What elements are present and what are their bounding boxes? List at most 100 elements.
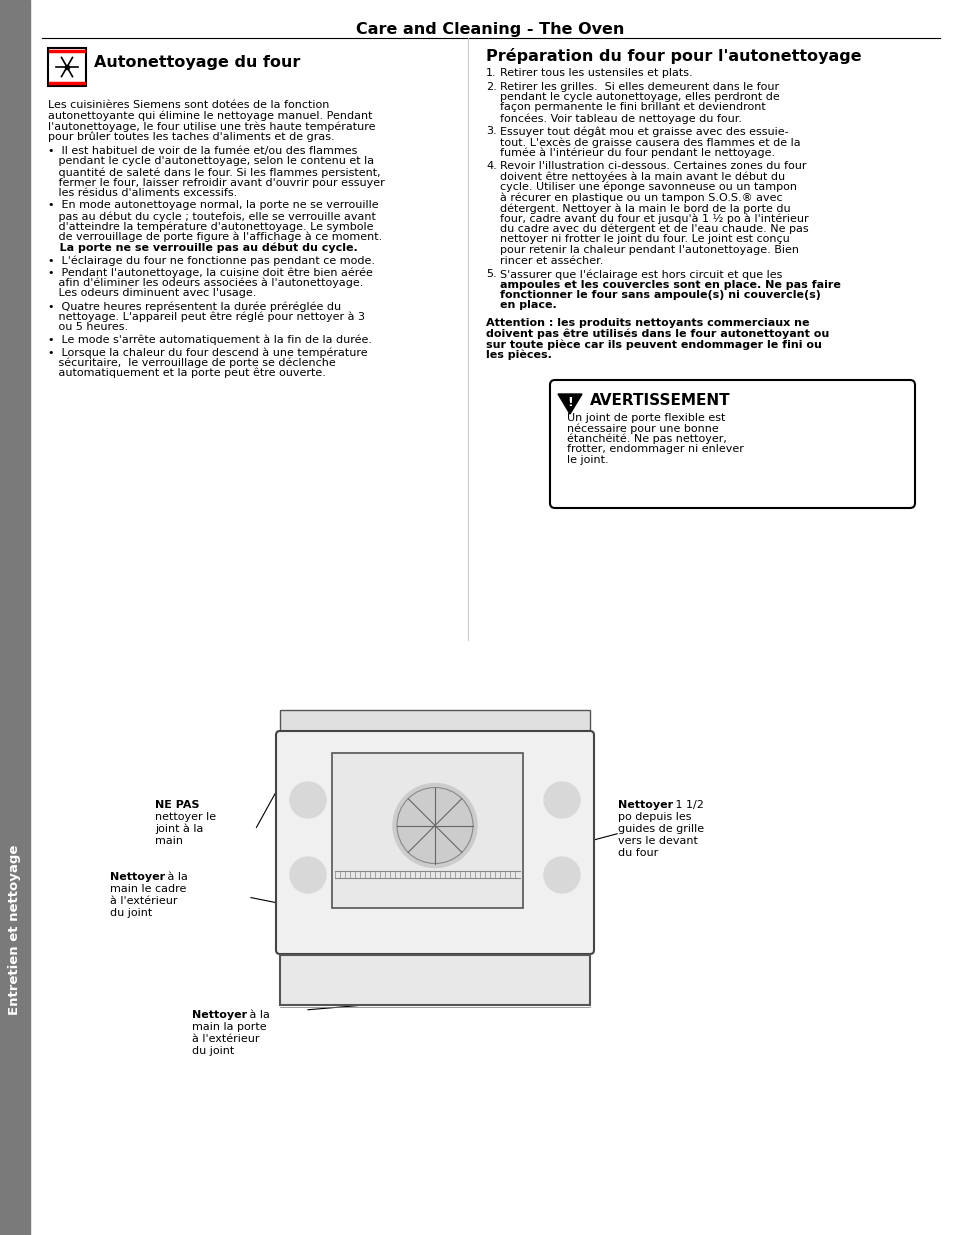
FancyBboxPatch shape bbox=[550, 380, 914, 508]
Text: AVERTISSEMENT: AVERTISSEMENT bbox=[589, 393, 730, 408]
Text: main la porte: main la porte bbox=[192, 1023, 266, 1032]
Text: pendant le cycle d'autonettoyage, selon le contenu et la: pendant le cycle d'autonettoyage, selon … bbox=[48, 157, 374, 167]
Text: 5.: 5. bbox=[485, 269, 497, 279]
Text: doivent être nettoyées à la main avant le début du: doivent être nettoyées à la main avant l… bbox=[499, 172, 784, 182]
Text: Attention : les produits nettoyants commerciaux ne: Attention : les produits nettoyants comm… bbox=[485, 317, 809, 329]
Text: Care and Cleaning - The Oven: Care and Cleaning - The Oven bbox=[355, 22, 623, 37]
Text: Nettoyer: Nettoyer bbox=[618, 800, 673, 810]
Circle shape bbox=[393, 783, 476, 867]
Text: façon permanente le fini brillant et deviendront: façon permanente le fini brillant et dev… bbox=[499, 103, 765, 112]
Text: du cadre avec du détergent et de l'eau chaude. Ne pas: du cadre avec du détergent et de l'eau c… bbox=[499, 224, 808, 235]
Text: doivent pas être utilisés dans le four autonettoyant ou: doivent pas être utilisés dans le four a… bbox=[485, 329, 828, 338]
Text: automatiquement et la porte peut être ouverte.: automatiquement et la porte peut être ou… bbox=[48, 368, 326, 378]
Text: ou 5 heures.: ou 5 heures. bbox=[48, 322, 128, 332]
Text: autonettoyante qui élimine le nettoyage manuel. Pendant: autonettoyante qui élimine le nettoyage … bbox=[48, 110, 372, 121]
Text: sécuritaire,  le verrouillage de porte se déclenche: sécuritaire, le verrouillage de porte se… bbox=[48, 357, 335, 368]
Text: po depuis les: po depuis les bbox=[618, 811, 691, 823]
Text: •  Il est habituel de voir de la fumée et/ou des flammes: • Il est habituel de voir de la fumée et… bbox=[48, 146, 357, 156]
Text: •  Lorsque la chaleur du four descend à une température: • Lorsque la chaleur du four descend à u… bbox=[48, 347, 367, 357]
Text: pour brûler toutes les taches d'aliments et de gras.: pour brûler toutes les taches d'aliments… bbox=[48, 131, 335, 142]
Text: •  L'éclairage du four ne fonctionne pas pendant ce mode.: • L'éclairage du four ne fonctionne pas … bbox=[48, 254, 375, 266]
Circle shape bbox=[543, 782, 579, 818]
Text: fumée à l'intérieur du four pendant le nettoyage.: fumée à l'intérieur du four pendant le n… bbox=[499, 147, 774, 158]
Text: Nettoyer: Nettoyer bbox=[192, 1010, 247, 1020]
Text: •  Le mode s'arrête automatiquement à la fin de la durée.: • Le mode s'arrête automatiquement à la … bbox=[48, 335, 372, 345]
Text: La porte ne se verrouille pas au début du cycle.: La porte ne se verrouille pas au début d… bbox=[48, 242, 357, 253]
Text: 4.: 4. bbox=[485, 161, 497, 170]
Text: le joint.: le joint. bbox=[566, 454, 608, 466]
Text: •  Pendant l'autonettoyage, la cuisine doit être bien aérée: • Pendant l'autonettoyage, la cuisine do… bbox=[48, 268, 373, 278]
Text: Entretien et nettoyage: Entretien et nettoyage bbox=[9, 845, 22, 1015]
Text: S'assurer que l'éclairage est hors circuit et que les: S'assurer que l'éclairage est hors circu… bbox=[499, 269, 781, 279]
Text: Essuyer tout dégât mou et graisse avec des essuie-: Essuyer tout dégât mou et graisse avec d… bbox=[499, 126, 788, 137]
Text: du joint: du joint bbox=[192, 1046, 234, 1056]
Text: foncées. Voir tableau de nettoyage du four.: foncées. Voir tableau de nettoyage du fo… bbox=[499, 112, 741, 124]
Text: les résidus d'aliments excessifs.: les résidus d'aliments excessifs. bbox=[48, 188, 237, 198]
Text: NE PAS: NE PAS bbox=[154, 800, 199, 810]
Text: à l'extérieur: à l'extérieur bbox=[192, 1034, 259, 1044]
FancyBboxPatch shape bbox=[275, 731, 594, 953]
Text: à la: à la bbox=[164, 872, 188, 882]
Text: frotter, endommager ni enlever: frotter, endommager ni enlever bbox=[566, 445, 743, 454]
Circle shape bbox=[290, 857, 326, 893]
Text: en place.: en place. bbox=[499, 300, 557, 310]
Text: Revoir l'illustration ci-dessous. Certaines zones du four: Revoir l'illustration ci-dessous. Certai… bbox=[499, 161, 805, 170]
Text: l'autonettoyage, le four utilise une très haute température: l'autonettoyage, le four utilise une trè… bbox=[48, 121, 375, 131]
Text: à récurer en plastique ou un tampon S.O.S.® avec: à récurer en plastique ou un tampon S.O.… bbox=[499, 193, 781, 203]
Text: •  En mode autonettoyage normal, la porte ne se verrouille: • En mode autonettoyage normal, la porte… bbox=[48, 200, 378, 210]
Text: Retirer tous les ustensiles et plats.: Retirer tous les ustensiles et plats. bbox=[499, 68, 692, 78]
Bar bbox=[280, 955, 589, 1005]
Text: rincer et assécher.: rincer et assécher. bbox=[499, 256, 602, 266]
Text: 1.: 1. bbox=[485, 68, 497, 78]
Text: main: main bbox=[154, 836, 183, 846]
Text: détergent. Nettoyer à la main le bord de la porte du: détergent. Nettoyer à la main le bord de… bbox=[499, 203, 790, 214]
Bar bbox=[0, 0, 30, 1235]
Text: fonctionner le four sans ampoule(s) ni couvercle(s): fonctionner le four sans ampoule(s) ni c… bbox=[499, 290, 820, 300]
Text: vers le devant: vers le devant bbox=[618, 836, 698, 846]
Text: main le cadre: main le cadre bbox=[110, 884, 186, 894]
Text: •  Quatre heures représentent la durée préréglée du: • Quatre heures représentent la durée pr… bbox=[48, 301, 341, 311]
Text: Autonettoyage du four: Autonettoyage du four bbox=[94, 56, 300, 70]
Text: four, cadre avant du four et jusqu'à 1 ½ po à l'intérieur: four, cadre avant du four et jusqu'à 1 ½… bbox=[499, 214, 808, 224]
Text: sur toute pièce car ils peuvent endommager le fini ou: sur toute pièce car ils peuvent endommag… bbox=[485, 338, 821, 350]
Text: d'atteindre la température d'autonettoyage. Le symbole: d'atteindre la température d'autonettoya… bbox=[48, 221, 374, 232]
Text: nettoyer ni frotter le joint du four. Le joint est conçu: nettoyer ni frotter le joint du four. Le… bbox=[499, 235, 789, 245]
Text: à l'extérieur: à l'extérieur bbox=[110, 897, 177, 906]
Text: du four: du four bbox=[618, 848, 658, 858]
Text: Les cuisinières Siemens sont dotées de la fonction: Les cuisinières Siemens sont dotées de l… bbox=[48, 100, 329, 110]
Text: !: ! bbox=[566, 395, 572, 409]
Text: Les odeurs diminuent avec l'usage.: Les odeurs diminuent avec l'usage. bbox=[48, 289, 256, 299]
Text: nettoyage. L'appareil peut être réglé pour nettoyer à 3: nettoyage. L'appareil peut être réglé po… bbox=[48, 311, 365, 322]
Text: de verrouillage de porte figure à l'affichage à ce moment.: de verrouillage de porte figure à l'affi… bbox=[48, 232, 382, 242]
Polygon shape bbox=[558, 394, 581, 414]
Text: ampoules et les couvercles sont en place. Ne pas faire: ampoules et les couvercles sont en place… bbox=[499, 279, 840, 289]
Text: Un joint de porte flexible est: Un joint de porte flexible est bbox=[566, 412, 724, 424]
Text: nécessaire pour une bonne: nécessaire pour une bonne bbox=[566, 424, 718, 433]
Circle shape bbox=[290, 782, 326, 818]
Text: à la: à la bbox=[246, 1010, 270, 1020]
Text: tout. L'excès de graisse causera des flammes et de la: tout. L'excès de graisse causera des fla… bbox=[499, 137, 800, 147]
Bar bbox=[332, 753, 522, 908]
Text: guides de grille: guides de grille bbox=[618, 824, 703, 834]
Text: pour retenir la chaleur pendant l'autonettoyage. Bien: pour retenir la chaleur pendant l'autone… bbox=[499, 245, 799, 254]
FancyBboxPatch shape bbox=[48, 48, 86, 86]
Text: joint à la: joint à la bbox=[154, 824, 203, 835]
Text: 2.: 2. bbox=[485, 82, 497, 91]
Text: pendant le cycle autonettoyage, elles perdront de: pendant le cycle autonettoyage, elles pe… bbox=[499, 91, 779, 103]
Text: Retirer les grilles.  Si elles demeurent dans le four: Retirer les grilles. Si elles demeurent … bbox=[499, 82, 779, 91]
Text: quantité de saleté dans le four. Si les flammes persistent,: quantité de saleté dans le four. Si les … bbox=[48, 167, 380, 178]
Bar bbox=[280, 710, 589, 735]
Text: afin d'éliminer les odeurs associées à l'autonettoyage.: afin d'éliminer les odeurs associées à l… bbox=[48, 278, 363, 289]
Text: nettoyer le: nettoyer le bbox=[154, 811, 216, 823]
Text: du joint: du joint bbox=[110, 908, 152, 918]
Text: les pièces.: les pièces. bbox=[485, 350, 551, 359]
Text: 3.: 3. bbox=[485, 126, 497, 137]
Text: Préparation du four pour l'autonettoyage: Préparation du four pour l'autonettoyage bbox=[485, 48, 861, 64]
Text: Nettoyer: Nettoyer bbox=[110, 872, 165, 882]
Text: fermer le four, laisser refroidir avant d'ouvrir pour essuyer: fermer le four, laisser refroidir avant … bbox=[48, 178, 384, 188]
Text: 1 1/2: 1 1/2 bbox=[671, 800, 703, 810]
Text: cycle. Utiliser une éponge savonneuse ou un tampon: cycle. Utiliser une éponge savonneuse ou… bbox=[499, 182, 796, 193]
Text: pas au début du cycle ; toutefois, elle se verrouille avant: pas au début du cycle ; toutefois, elle … bbox=[48, 211, 375, 221]
Text: étanchéité. Ne pas nettoyer,: étanchéité. Ne pas nettoyer, bbox=[566, 433, 726, 445]
Circle shape bbox=[543, 857, 579, 893]
